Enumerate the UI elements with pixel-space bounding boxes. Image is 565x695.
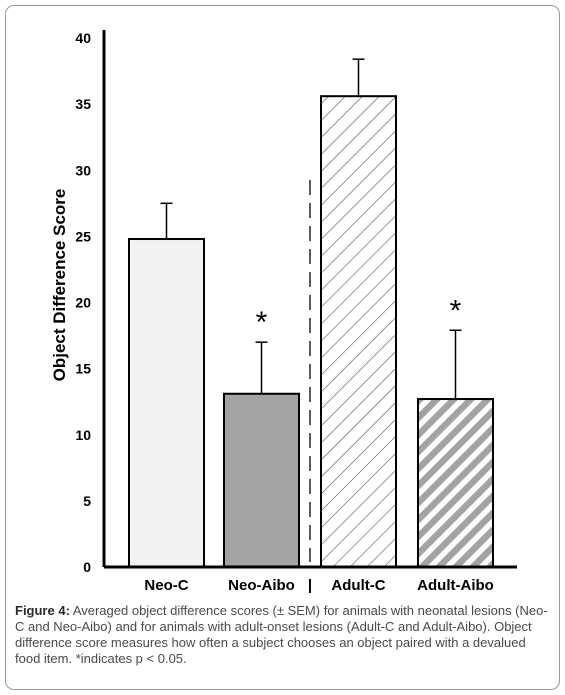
group-separator-label: | [308,577,312,594]
bar-adult-aibo [417,398,494,569]
y-tick-label: 30 [75,162,91,178]
y-tick-label: 25 [75,228,91,244]
y-tick-label: 40 [75,30,91,46]
category-label: Neo-Aibo [228,577,295,594]
y-tick-label: 0 [83,559,91,575]
figure-caption: Figure 4: Averaged object difference sco… [15,603,550,667]
category-label: Adult-C [331,577,385,594]
significance-marker: * [450,294,462,327]
y-tick-label: 10 [75,427,91,443]
y-axis-label: Object Difference Score [50,189,69,382]
category-label: Neo-C [144,577,188,594]
caption-label: Figure 4: [15,603,70,618]
y-tick-label: 20 [75,295,91,311]
y-tick-label: 15 [75,361,91,377]
bar-neo-c [128,238,205,569]
category-label: Adult-Aibo [417,577,494,594]
figure-frame [5,5,560,690]
y-tick-label: 5 [83,493,91,509]
y-tick-label: 35 [75,96,91,112]
significance-marker: * [256,306,268,339]
caption-text: Averaged object difference scores (± SEM… [15,603,548,666]
bar-chart: Neo-C Neo-Aibo * Adult-C Adult-Aibo * | 0 5 10 15… [50,30,517,594]
bar-neo-aibo [223,392,300,568]
bar-adult-c [320,95,397,568]
